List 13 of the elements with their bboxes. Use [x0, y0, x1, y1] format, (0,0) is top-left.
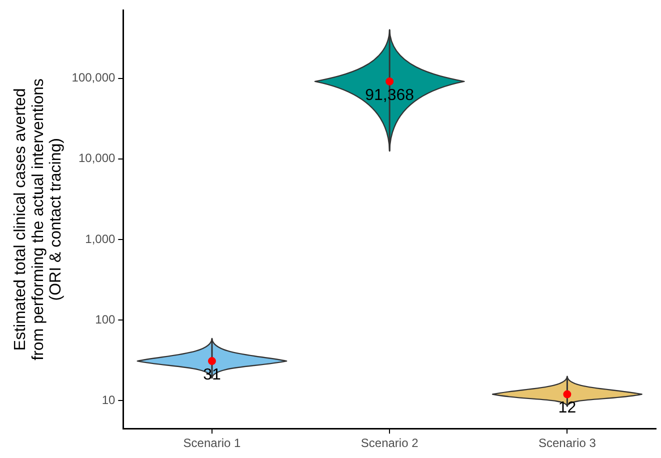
y-tick-label: 1,000 — [85, 232, 116, 246]
point — [563, 390, 572, 398]
point — [386, 77, 394, 86]
y-tick-label: 10 — [102, 392, 116, 407]
y-axis-title: Estimated total clinical cases averted from performing the actual interventions (ORI & contact tracing) — [12, 78, 64, 360]
x-tick-label: Scenario 1 — [183, 436, 241, 450]
x-tick-label: Scenario 2 — [360, 436, 419, 450]
point — [208, 357, 216, 366]
y-tick-label: 100,000 — [72, 70, 116, 85]
y-tick-label: 100 — [95, 312, 116, 326]
data-label: 12 — [558, 400, 576, 417]
y-tick-label: 10,000 — [78, 151, 116, 166]
x-tick-label: Scenario 3 — [538, 436, 596, 450]
